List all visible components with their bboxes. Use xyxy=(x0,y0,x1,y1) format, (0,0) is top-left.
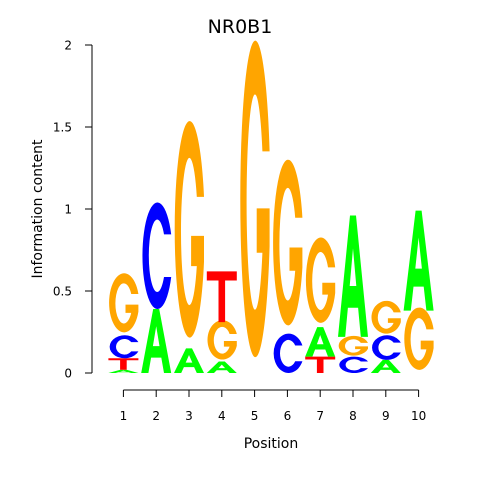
letter-T-pos7 xyxy=(305,356,336,373)
letter-G-pos9 xyxy=(371,300,401,334)
x-tick-label: 2 xyxy=(152,409,160,423)
letter-G-pos6 xyxy=(273,159,303,326)
letter-C-pos8 xyxy=(339,356,368,373)
x-axis: 1 2 3 4 5 6 7 8 9 10 xyxy=(120,389,426,423)
letter-G-pos8 xyxy=(338,335,368,356)
letter-G-pos4 xyxy=(207,320,237,360)
letter-stacks xyxy=(108,40,434,374)
letter-G-pos3 xyxy=(174,121,204,338)
y-tick-label: 1.5 xyxy=(53,121,72,135)
letter-A-pos7 xyxy=(305,327,336,357)
x-tick-label: 1 xyxy=(120,409,128,423)
y-tick-label: 0 xyxy=(64,367,72,381)
y-tick-label: 1 xyxy=(64,203,72,217)
letter-T-pos4 xyxy=(206,271,237,323)
letter-G-pos10 xyxy=(404,307,434,370)
x-tick-label: 10 xyxy=(411,409,426,423)
letter-A-pos9 xyxy=(370,359,401,373)
x-tick-label: 6 xyxy=(284,409,292,423)
letter-A-pos8 xyxy=(338,215,368,337)
x-tick-label: 9 xyxy=(382,409,390,423)
letter-C-pos2 xyxy=(142,202,172,310)
y-tick-label: 2 xyxy=(64,39,72,53)
letter-G-pos1 xyxy=(109,273,139,333)
x-tick-label: 3 xyxy=(185,409,193,423)
letter-A-pos3 xyxy=(174,348,204,373)
x-tick-label: 4 xyxy=(218,409,226,423)
letter-A-pos2 xyxy=(141,309,172,373)
letter-C-pos1 xyxy=(109,335,139,359)
letter-A-pos4 xyxy=(206,361,237,373)
letter-A-pos10 xyxy=(403,210,434,311)
x-tick-label: 5 xyxy=(251,409,259,423)
y-axis: 0 0.5 1 1.5 2 xyxy=(53,39,93,381)
letter-C-pos9 xyxy=(372,335,401,360)
x-axis-label: Position xyxy=(244,436,299,452)
y-axis-label: Information content xyxy=(30,139,46,279)
y-tick-label: 0.5 xyxy=(53,285,72,299)
x-tick-label: 8 xyxy=(349,409,357,423)
chart-title: NR0B1 xyxy=(208,16,273,38)
letter-C-pos6 xyxy=(273,333,303,374)
letter-T-pos1 xyxy=(108,358,139,370)
letter-A-pos1 xyxy=(108,369,139,373)
letter-G-pos5 xyxy=(240,40,270,358)
letter-G-pos7 xyxy=(305,237,336,323)
x-tick-label: 7 xyxy=(316,409,324,423)
